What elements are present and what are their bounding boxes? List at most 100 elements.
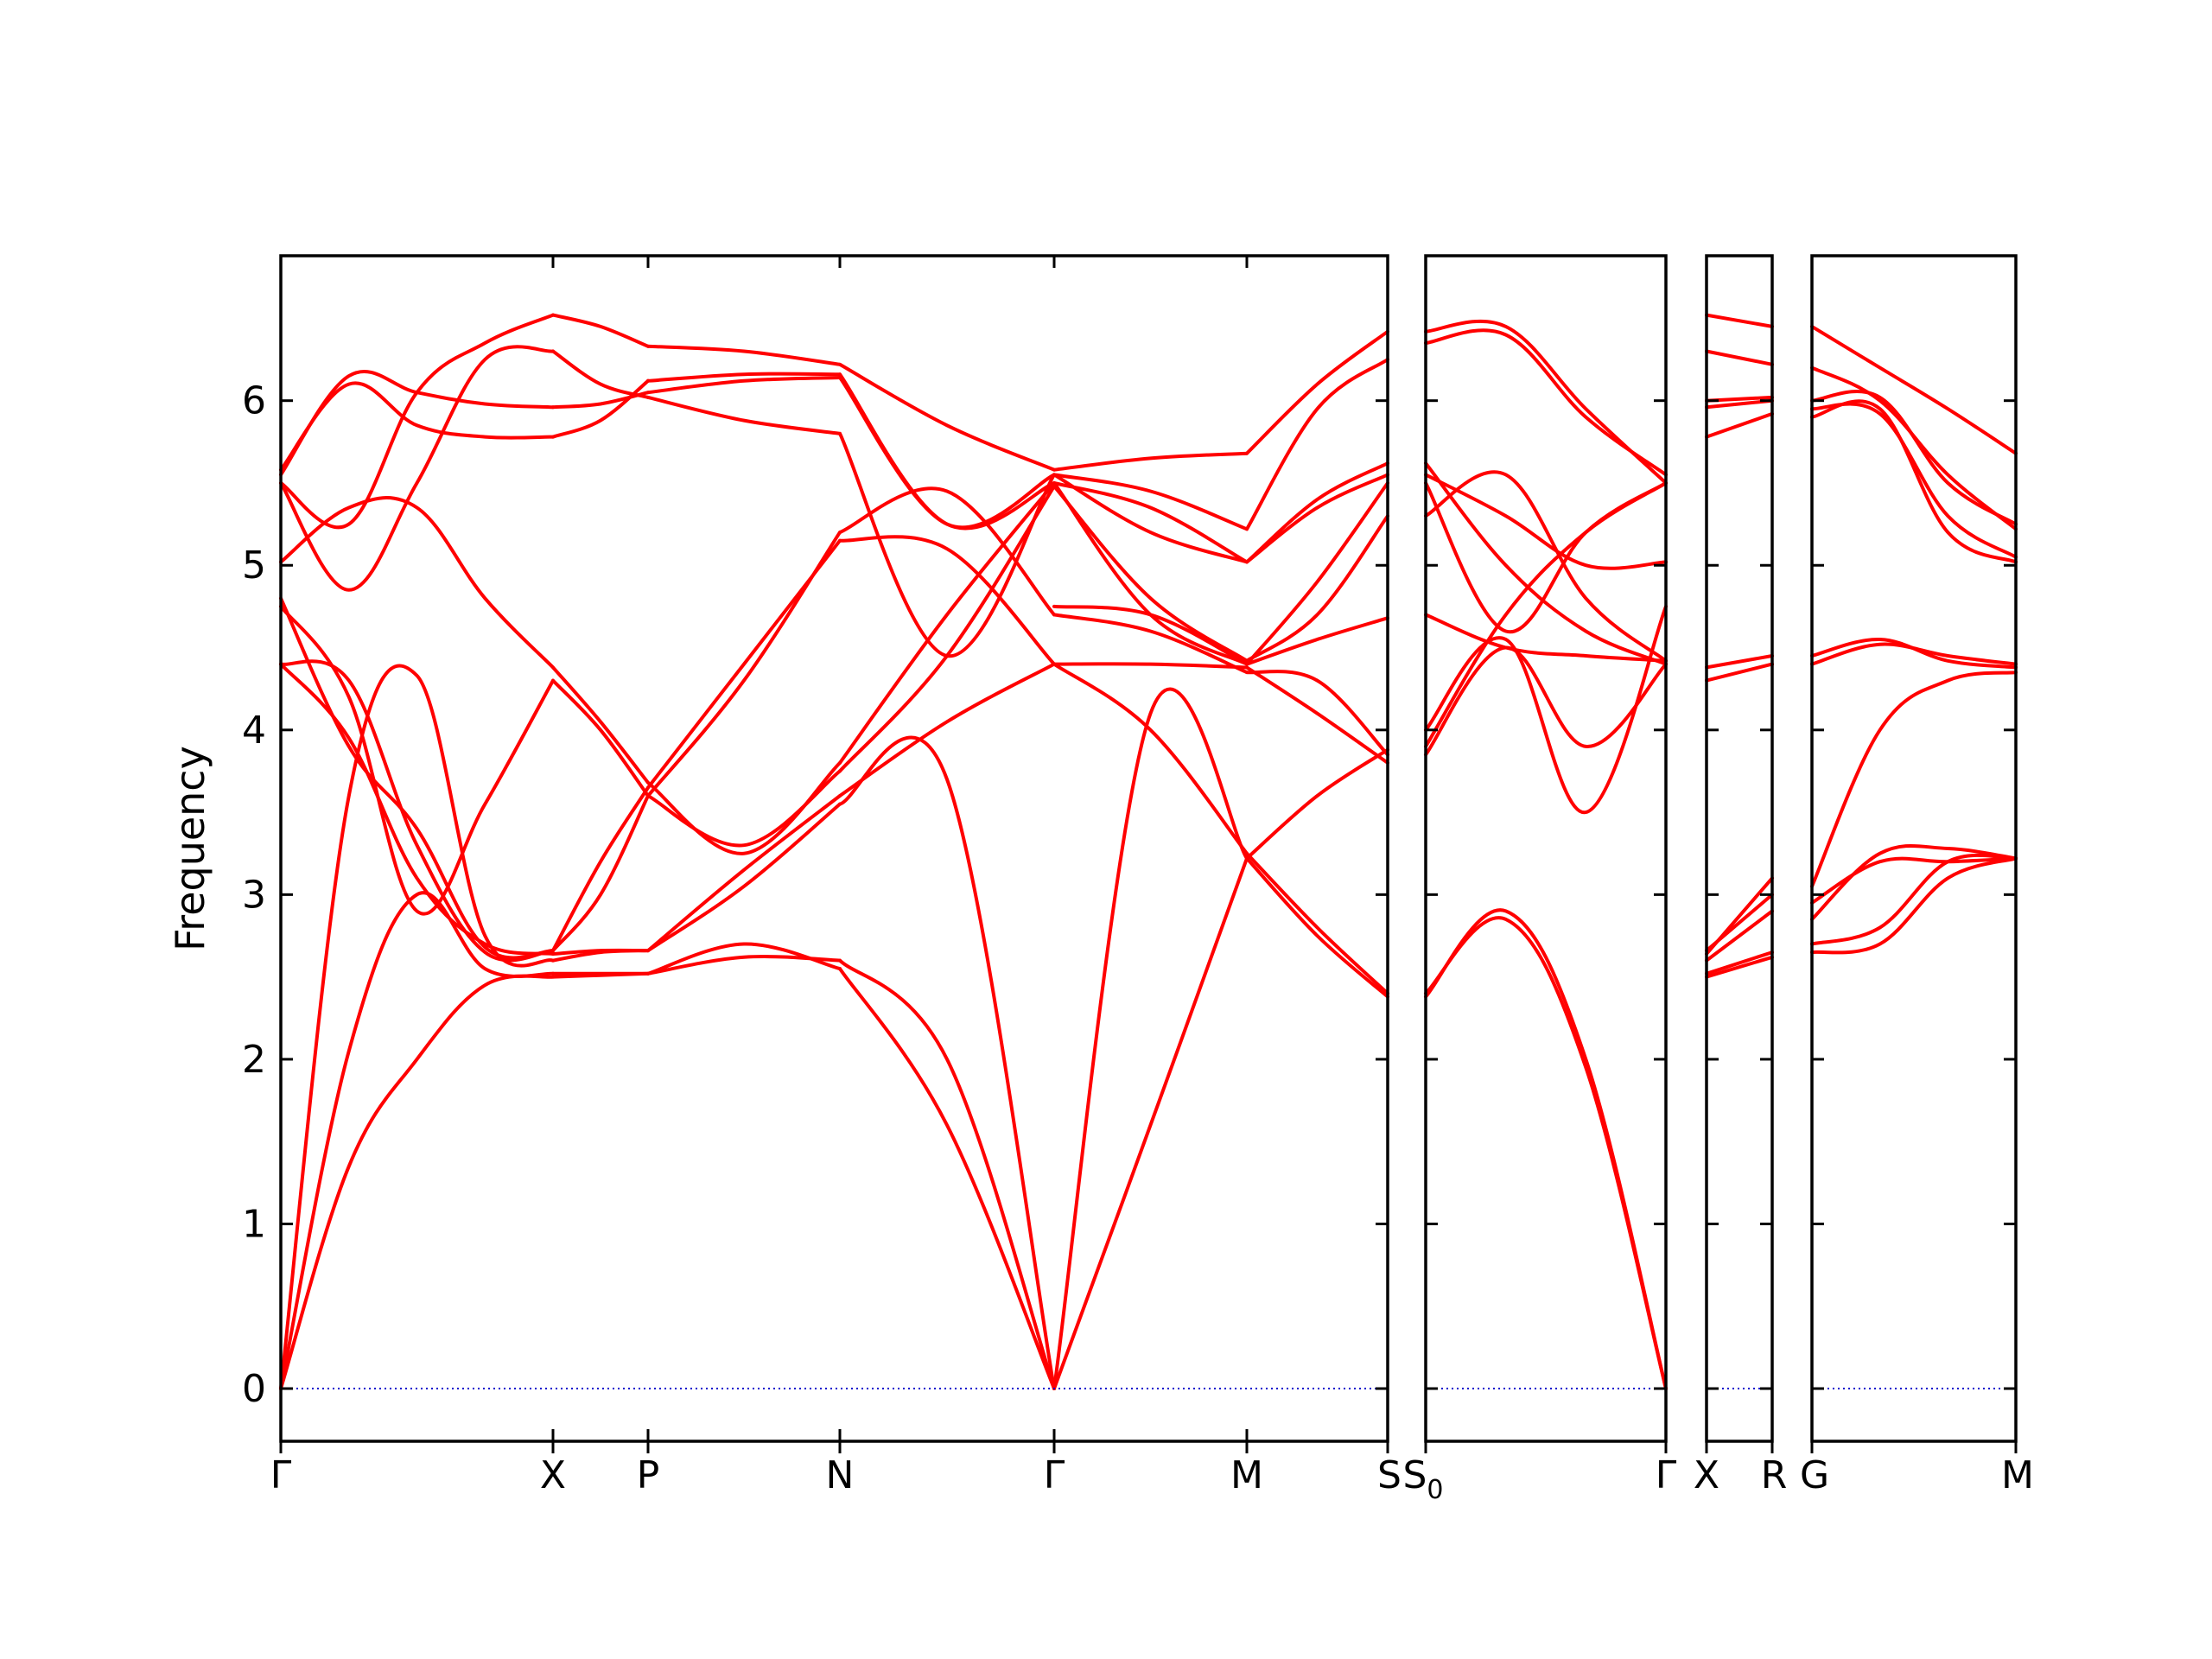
band-line-p1-s0-b9: [279, 369, 555, 477]
band-line-p1-s1-b8: [551, 349, 650, 399]
band-line-p1-s3-b2: [838, 735, 1056, 1390]
x-label-p: P: [637, 1453, 660, 1497]
band-line-p1-s5-b4: [1245, 670, 1389, 757]
band-line-p1-s4-b9: [1052, 473, 1249, 531]
band-line-p1-s5-b5: [1245, 616, 1389, 666]
band-line-p1-s4-b4: [1052, 613, 1249, 675]
band-line-p4-s0-b1: [1810, 853, 2018, 946]
y-tick-label-2: 2: [242, 1038, 266, 1082]
band-line-p4-s0-b7: [1810, 399, 2018, 564]
band-line-p1-s0-b0: [279, 974, 555, 1390]
band-line-p1-s3-b4: [838, 535, 1056, 666]
band-line-p1-s2-b8: [646, 395, 842, 435]
band-line-p3-s0-b9: [1705, 349, 1774, 366]
band-line-p3-s0-b4: [1705, 893, 1774, 953]
band-line-p4-s0-b3: [1810, 856, 2018, 905]
band-line-p1-s4-b11: [1052, 481, 1249, 564]
band-line-p1-s5-b2: [1245, 851, 1389, 995]
band-line-p1-s2-b6: [646, 769, 842, 848]
band-line-p1-s0-b5: [279, 596, 555, 960]
band-line-p4-s0-b6: [1810, 637, 2018, 670]
x-label-s0: S0: [1402, 1453, 1443, 1505]
band-line-p1-s4-b1: [1052, 687, 1249, 1390]
x-label-g: G: [1800, 1453, 1829, 1497]
y-tick-label-4: 4: [242, 709, 266, 753]
panel-frame-p4: [1810, 254, 2018, 1443]
band-line-p1-s0-b10: [279, 313, 555, 530]
band-line-p1-s4-b2: [1052, 662, 1249, 855]
band-line-p1-s4-b10: [1052, 451, 1249, 472]
band-line-p1-s3-b3: [838, 662, 1056, 798]
band-line-p1-s2-b9: [646, 376, 842, 395]
band-line-p1-s3-b6: [838, 484, 1056, 773]
x-label-r: R: [1761, 1453, 1788, 1497]
band-line-p1-s1-b3: [551, 948, 650, 956]
x-label-gamma-3: Γ: [1656, 1453, 1677, 1497]
band-line-p1-s2-b11: [646, 372, 842, 383]
y-axis-title: Frequency: [167, 746, 213, 951]
band-line-p1-s0-b2: [279, 664, 555, 1390]
band-line-p1-s5-b10: [1245, 329, 1389, 455]
band-line-p1-s5-b3: [1245, 665, 1389, 765]
x-label-gamma-2: Γ: [1044, 1453, 1065, 1497]
band-line-p1-s1-b6: [551, 678, 650, 798]
band-line-p1-s0-b6: [279, 604, 555, 916]
band-line-p1-s3-b1: [838, 958, 1056, 1390]
band-line-p1-s5-b6: [1245, 514, 1389, 663]
band-line-p2-s0-b7: [1424, 481, 1668, 634]
band-line-p2-s0-b9: [1424, 328, 1668, 477]
band-line-p1-s5-b1: [1245, 747, 1389, 861]
band-line-p1-s3-b8: [838, 431, 1056, 658]
x-label-x-1: X: [540, 1453, 566, 1497]
band-line-p1-s1-b9: [551, 391, 650, 410]
x-label-x-2: X: [1694, 1453, 1719, 1497]
band-line-p1-s5-b9: [1245, 358, 1389, 531]
band-line-p1-s2-b7: [646, 760, 842, 855]
band-line-p1-s1-b4: [551, 785, 650, 953]
band-line-p4-s0-b11: [1810, 324, 2018, 455]
band-line-p2-s0-b5: [1424, 613, 1668, 663]
band-line-p2-s0-b11: [1424, 473, 1668, 570]
x-label-m-1: M: [1230, 1453, 1263, 1497]
band-line-p3-s0-b0: [1705, 955, 1774, 979]
band-line-p2-s0-b0: [1424, 908, 1668, 1390]
band-line-p2-s0-b3: [1424, 481, 1668, 748]
band-line-p1-s3-b10: [838, 362, 1056, 472]
band-line-p1-s1-b7: [551, 665, 650, 785]
x-label-n: N: [826, 1453, 855, 1497]
band-line-p2-s0-b4: [1424, 604, 1668, 815]
band-line-p1-s3-b7: [838, 481, 1056, 765]
panel-frame-p3: [1705, 254, 1774, 1443]
band-line-p3-s0-b5: [1705, 662, 1774, 683]
band-line-p1-s2-b0: [646, 942, 842, 976]
band-line-p1-s5-b0: [1245, 856, 1389, 999]
band-line-p1-s3-b5: [838, 486, 1056, 617]
band-line-p3-s0-b2: [1705, 909, 1774, 963]
band-line-p1-s0-b1: [279, 891, 555, 1390]
band-line-p1-s4-b0: [1052, 856, 1249, 1390]
tick-marks: [279, 256, 2018, 1453]
band-line-p1-s4-b3: [1052, 662, 1249, 670]
band-line-p4-s0-b0: [1810, 856, 2018, 955]
y-tick-label-1: 1: [242, 1202, 266, 1246]
band-line-p1-s3-b0: [838, 967, 1056, 1390]
band-line-p4-s0-b8: [1810, 402, 2018, 559]
band-line-p2-s0-b10: [1424, 319, 1668, 485]
band-line-p3-s0-b10: [1705, 313, 1774, 328]
x-tick-labels: Γ X P N Γ M S S0 Γ X R G M: [270, 1453, 2034, 1505]
x-label-m-2: M: [2001, 1453, 2034, 1497]
band-line-p1-s2-b10: [646, 344, 842, 366]
panel-frame-p2: [1424, 254, 1668, 1443]
x-label-gamma-1: Γ: [270, 1453, 292, 1497]
band-line-p1-s2-b5: [646, 531, 842, 798]
band-line-p1-s0-b3: [279, 662, 555, 956]
band-line-p1-s5-b7: [1245, 481, 1389, 666]
y-tick-labels: 0 1 2 3 4 5 6: [242, 379, 266, 1411]
y-tick-label-3: 3: [242, 873, 266, 917]
band-line-p1-s5-b11: [1245, 473, 1389, 564]
band-line-p1-s2-b2: [646, 802, 842, 953]
band-line-p2-s0-b8: [1424, 461, 1668, 666]
x-label-s: S: [1377, 1453, 1402, 1497]
band-line-p1-s4-b7: [1052, 481, 1249, 666]
